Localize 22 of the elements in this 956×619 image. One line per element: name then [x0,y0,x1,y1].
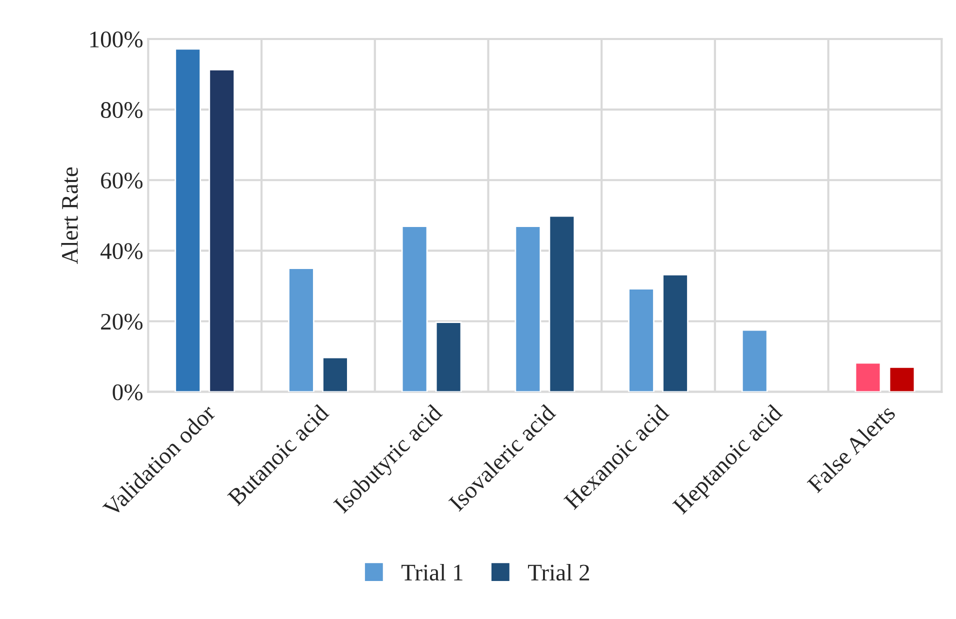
bar [174,48,202,392]
y-tick-label: 0% [112,384,143,400]
bar [208,69,236,392]
y-axis-title: Alert Rate [61,167,78,264]
y-tick-label: 80% [100,102,143,118]
legend-label: Trial 1 [401,564,462,581]
y-tick-label: 40% [100,243,143,260]
y-tick-label: 20% [101,314,143,330]
bar [401,226,428,392]
legend-label: Trial 2 [528,564,590,581]
bar [548,215,576,392]
bar [662,274,688,392]
y-tick-label: 60% [101,172,143,189]
bar [854,362,882,392]
bar [322,356,348,392]
y-tick-label: 100% [90,31,143,48]
bar [741,329,768,392]
bar [514,226,542,392]
bar [628,288,654,392]
bar [888,366,916,392]
bar [435,322,462,392]
bar [288,268,314,392]
